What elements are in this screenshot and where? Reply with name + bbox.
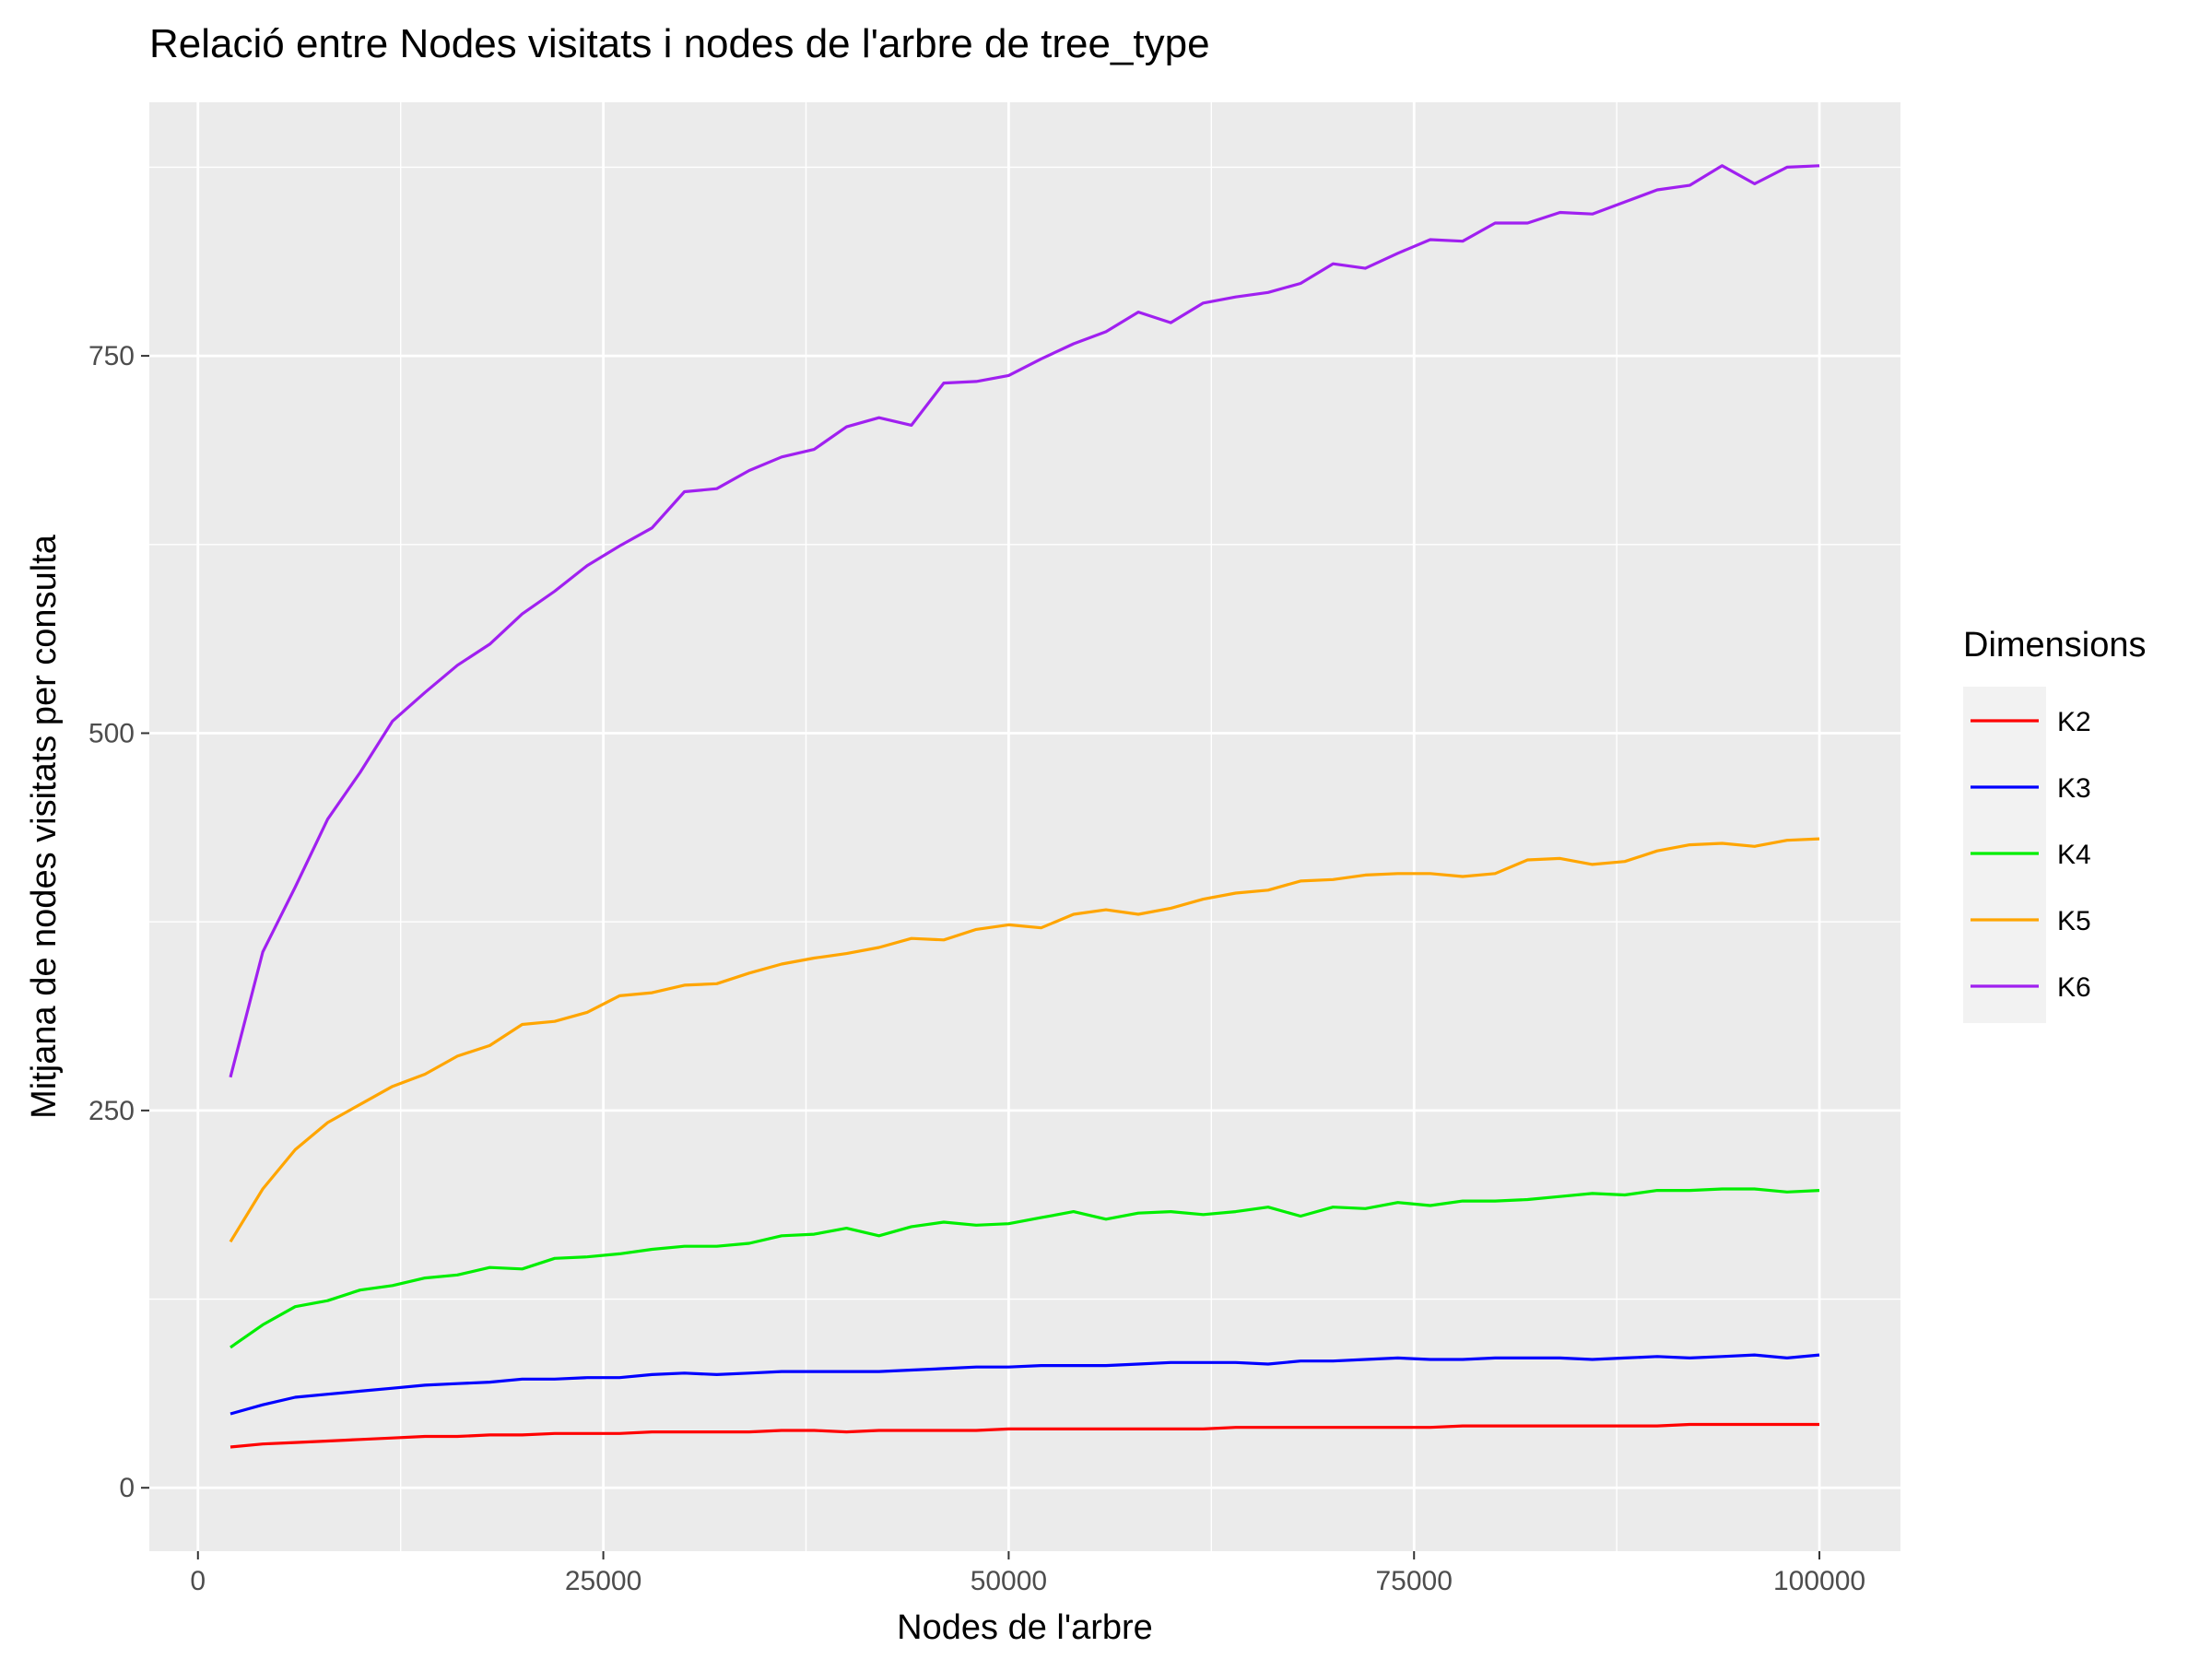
legend-label-k4: K4 — [2057, 840, 2091, 870]
x-tick-label: 50000 — [971, 1566, 1047, 1596]
legend: Dimensions K2 K3 K4 K5 K6 — [1963, 626, 2147, 1023]
x-axis-title: Nodes de l'arbre — [897, 1608, 1153, 1647]
series-line-k5 — [229, 837, 1820, 1243]
x-tick-label: 0 — [190, 1566, 206, 1596]
legend-title: Dimensions — [1963, 626, 2147, 665]
plot-panel — [149, 102, 1900, 1551]
legend-label-k5: K5 — [2057, 906, 2091, 936]
legend-label-k2: K2 — [2057, 707, 2091, 737]
series-line-k2 — [229, 1422, 1819, 1449]
x-tick-label: 75000 — [1376, 1566, 1453, 1596]
y-tick-label: 250 — [88, 1096, 135, 1126]
x-tick-label: 25000 — [565, 1566, 641, 1596]
legend-label-k3: K3 — [2057, 773, 2091, 804]
chart-title: Relació entre Nodes visitats i nodes de … — [149, 21, 1210, 66]
legend-label-k6: K6 — [2057, 972, 2091, 1003]
series-line-k3 — [229, 1353, 1820, 1416]
x-axis: 0 25000 50000 75000 100000 — [190, 1551, 1865, 1596]
y-tick-label: 750 — [88, 341, 135, 371]
x-tick-label: 100000 — [1773, 1566, 1865, 1596]
y-axis: 0 250 500 750 — [88, 341, 149, 1503]
series-lines — [229, 164, 1820, 1449]
legend-items: K2 K3 K4 K5 K6 — [1971, 707, 2091, 1003]
y-tick-label: 500 — [88, 718, 135, 748]
grid-major — [149, 102, 1900, 1551]
series-line-k4 — [229, 1187, 1820, 1349]
y-tick-label: 0 — [119, 1473, 135, 1503]
series-line-k6 — [229, 164, 1820, 1078]
grid-minor — [149, 102, 1900, 1551]
y-axis-title: Mitjana de nodes visitats per consulta — [25, 534, 64, 1119]
